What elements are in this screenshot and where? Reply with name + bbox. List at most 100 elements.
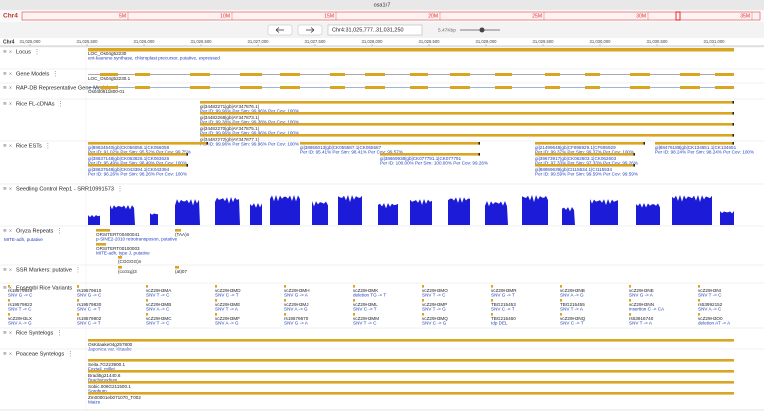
feature[interactable] <box>629 299 631 302</box>
feature[interactable] <box>200 101 734 104</box>
feature[interactable] <box>353 285 355 288</box>
track-close-icon[interactable]: × <box>9 186 12 192</box>
exon <box>495 73 512 76</box>
feature[interactable] <box>200 123 734 126</box>
exon <box>330 86 345 89</box>
feature[interactable] <box>535 142 645 145</box>
feature[interactable] <box>77 299 79 302</box>
feature[interactable] <box>422 313 424 316</box>
feature[interactable] <box>422 285 424 288</box>
track-close-icon[interactable]: × <box>9 267 12 273</box>
ruler-label: 31,030,000 <box>590 39 612 44</box>
zoom-handle[interactable] <box>479 27 485 33</box>
feature[interactable] <box>215 313 217 316</box>
feature[interactable] <box>629 285 631 288</box>
feature[interactable] <box>629 313 631 316</box>
feature[interactable] <box>88 392 734 395</box>
track-options[interactable]: ⋮ <box>75 268 81 274</box>
ruler-label: 31,025,000 <box>20 39 42 44</box>
feature[interactable] <box>8 299 10 302</box>
coverage <box>338 195 362 225</box>
track-options[interactable]: ⋮ <box>56 229 62 235</box>
feature[interactable] <box>300 142 480 145</box>
feature[interactable] <box>560 299 562 302</box>
ruler-label: 31,028,000 <box>362 39 384 44</box>
feature[interactable] <box>96 229 110 232</box>
track-options[interactable]: ⋮ <box>58 102 64 108</box>
feature[interactable] <box>96 243 106 246</box>
feature[interactable] <box>88 381 734 384</box>
feature[interactable] <box>88 359 734 362</box>
location-box[interactable] <box>327 24 423 36</box>
feature[interactable] <box>8 313 10 316</box>
feature[interactable] <box>146 285 148 288</box>
feature[interactable] <box>118 256 122 259</box>
feature[interactable] <box>491 313 493 316</box>
track-options[interactable]: ⋮ <box>75 286 81 292</box>
feature[interactable] <box>88 153 188 156</box>
feature-label: gi|34482268|gb|AY347873.1| <box>200 115 259 120</box>
track-options[interactable]: ⋮ <box>117 187 123 193</box>
feature[interactable] <box>88 164 188 167</box>
feature[interactable] <box>535 164 635 167</box>
track-close-icon[interactable]: × <box>9 85 12 91</box>
track-close-icon[interactable]: × <box>9 285 12 291</box>
track-close-icon[interactable]: × <box>9 228 12 234</box>
feature[interactable] <box>353 313 355 316</box>
feature[interactable] <box>88 48 734 52</box>
feature[interactable] <box>88 142 208 145</box>
feature[interactable] <box>535 153 635 156</box>
track-options[interactable]: ⋮ <box>56 331 62 337</box>
feature[interactable] <box>146 299 148 302</box>
ruler-label: 31,029,000 <box>476 39 498 44</box>
feature[interactable] <box>284 313 286 316</box>
feature[interactable] <box>175 229 181 232</box>
feature[interactable] <box>560 313 562 316</box>
feature[interactable] <box>118 266 122 269</box>
coverage <box>378 203 398 225</box>
track-close-icon[interactable]: × <box>9 351 12 357</box>
feature[interactable] <box>200 112 734 115</box>
feature[interactable] <box>560 285 562 288</box>
coverage <box>410 199 432 225</box>
track-options[interactable]: ⋮ <box>67 352 73 358</box>
feature[interactable] <box>284 299 286 302</box>
track-options[interactable]: ⋮ <box>52 72 58 78</box>
feature[interactable] <box>215 299 217 302</box>
feature-label: Seita.7G223900.1 <box>88 362 125 367</box>
location: Chr4:31,025,777..31,031,250 <box>332 27 404 33</box>
feature[interactable] <box>380 153 480 156</box>
track-options[interactable]: ⋮ <box>34 50 40 56</box>
feature-label: gi|38656013|gb|CK055587.1|CK055587 <box>300 145 382 150</box>
feature[interactable] <box>88 370 734 373</box>
feature[interactable] <box>655 142 734 145</box>
ideogram-tick-label: 30M <box>636 13 646 19</box>
feature-desc: Per ID: 100.00% Per Sim: 100.00% Per Cov… <box>380 161 488 166</box>
feature[interactable] <box>175 266 179 269</box>
track-close-icon[interactable]: × <box>9 49 12 55</box>
feature[interactable] <box>284 285 286 288</box>
track-close-icon[interactable]: × <box>9 143 12 149</box>
track-close-icon[interactable]: × <box>9 71 12 77</box>
feature-desc: Per ID: 99.59% Per Sim: 99.59% Per Cov: … <box>535 172 638 177</box>
ruler-label: 31,028,500 <box>419 39 441 44</box>
track-menu-icon: ≡ <box>3 72 7 78</box>
feature[interactable] <box>353 299 355 302</box>
feature[interactable] <box>77 285 79 288</box>
feature[interactable] <box>215 285 217 288</box>
feature[interactable] <box>491 299 493 302</box>
feature[interactable] <box>698 313 700 316</box>
feature[interactable] <box>698 285 700 288</box>
feature[interactable] <box>77 313 79 316</box>
track-close-icon[interactable]: × <box>9 101 12 107</box>
feature[interactable] <box>422 299 424 302</box>
feature-label: vcZ29H3MF <box>215 316 240 321</box>
track-close-icon[interactable]: × <box>9 330 12 336</box>
feature[interactable] <box>8 285 10 288</box>
feature[interactable] <box>698 299 700 302</box>
feature[interactable] <box>491 285 493 288</box>
feature[interactable] <box>88 339 734 342</box>
feature[interactable] <box>146 313 148 316</box>
feature[interactable] <box>200 134 734 137</box>
track-options[interactable]: ⋮ <box>45 144 51 150</box>
